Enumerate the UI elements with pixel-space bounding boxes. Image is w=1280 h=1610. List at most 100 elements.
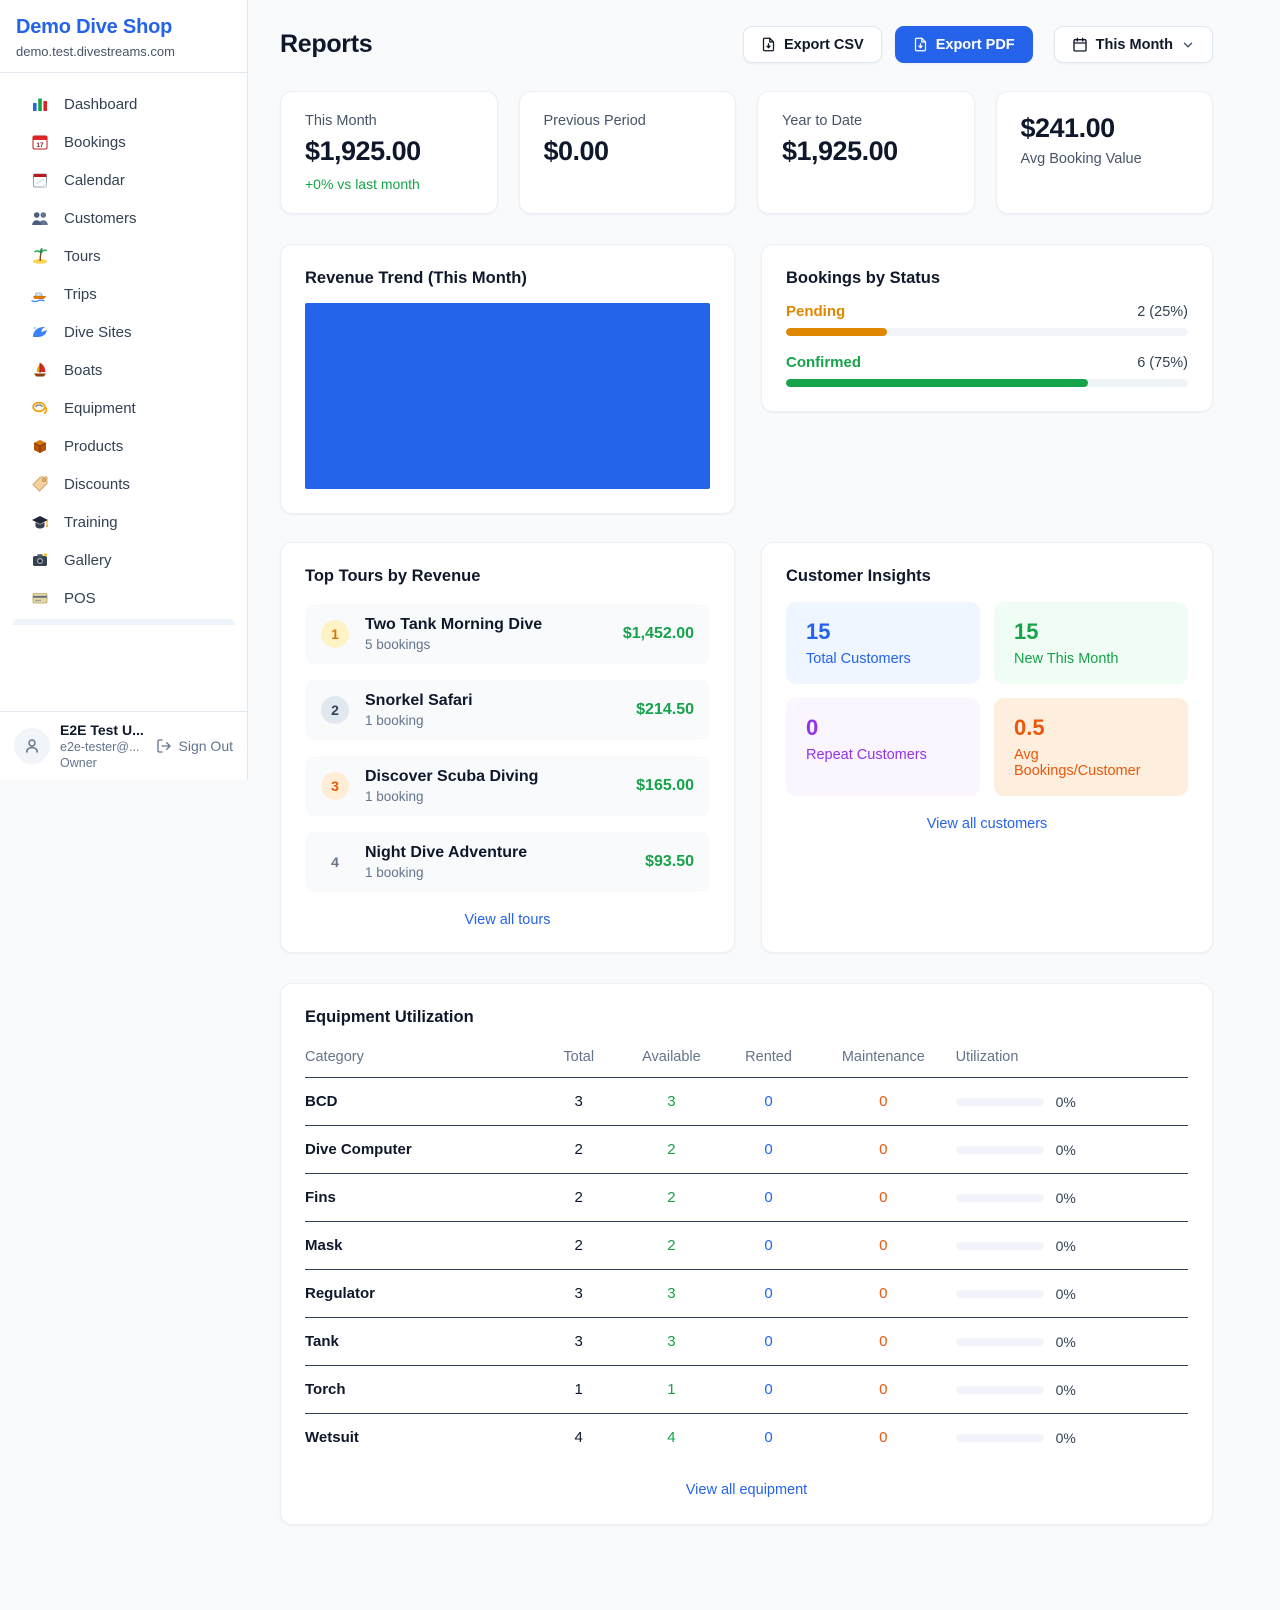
revenue-trend-chart	[305, 303, 710, 489]
sidebar-item-products[interactable]: Products	[8, 427, 239, 465]
sidebar-item-boats[interactable]: Boats	[8, 351, 239, 389]
sidebar-item-trips[interactable]: Trips	[8, 275, 239, 313]
insight-tiles: 15 Total Customers 15 New This Month 0 Repeat…	[786, 602, 1188, 796]
table-row: Tank 3 3 0 0 0%	[305, 1317, 1188, 1366]
bookings-calendar-icon: 17	[30, 133, 50, 151]
lists-row: Top Tours by Revenue 1 Two Tank Morning D…	[280, 542, 1213, 953]
rank-badge: 3	[321, 772, 349, 800]
column-header-category: Category	[305, 1041, 535, 1078]
sign-out-button[interactable]: Sign Out	[156, 738, 233, 754]
cell-utilization: 0%	[949, 1077, 1188, 1126]
user-name: E2E Test U...	[60, 722, 144, 738]
rank-badge: 2	[321, 696, 349, 724]
cell-total: 1	[534, 1365, 623, 1414]
utilization-percent: 0%	[1055, 1190, 1076, 1207]
user-info: E2E Test U... e2e-tester@... Owner	[60, 722, 146, 770]
table-row: Torch 1 1 0 0 0%	[305, 1365, 1188, 1414]
export-csv-button[interactable]: Export CSV	[742, 26, 882, 63]
equipment-utilization-title: Equipment Utilization	[305, 1008, 474, 1026]
file-download-icon	[761, 37, 776, 52]
table-row: BCD 3 3 0 0 0%	[305, 1077, 1188, 1126]
sidebar-item-label: Training	[64, 513, 118, 531]
cell-category: BCD	[305, 1077, 535, 1126]
cell-category: Dive Computer	[305, 1125, 535, 1174]
table-row: Regulator 3 3 0 0 0%	[305, 1269, 1188, 1318]
sidebar-item-label: Tours	[64, 247, 101, 265]
utilization-track	[955, 1290, 1044, 1299]
rank-badge: 1	[321, 620, 349, 648]
utilization-track	[955, 1386, 1044, 1395]
column-header-maintenance: Maintenance	[817, 1041, 950, 1078]
cell-category: Regulator	[305, 1269, 535, 1318]
insight-tile: 15 New This Month	[994, 602, 1188, 684]
tour-name: Night Dive Adventure	[365, 844, 528, 861]
tour-amount: $93.50	[645, 853, 694, 870]
sidebar-item-bookings[interactable]: 17 Bookings	[8, 123, 239, 161]
island-icon	[30, 247, 50, 265]
sidebar-item-label: Products	[64, 437, 124, 455]
export-pdf-button[interactable]: Export PDF	[894, 26, 1033, 63]
sidebar-item-training[interactable]: Training	[8, 503, 239, 541]
sidebar-item-calendar[interactable]: Calendar	[8, 161, 239, 199]
tour-amount: $214.50	[636, 701, 694, 718]
table-header-row: Category Total Available Rented Maintena…	[305, 1041, 1188, 1078]
cell-utilization: 0%	[949, 1125, 1188, 1174]
sidebar-item-tours[interactable]: Tours	[8, 237, 239, 275]
sidebar-nav: Dashboard 17 Bookings Calendar Customers Tour…	[0, 73, 247, 617]
insight-value: 15	[1014, 619, 1039, 644]
utilization-track	[955, 1194, 1044, 1203]
status-count: 6 (75%)	[1137, 355, 1188, 371]
cell-utilization: 0%	[949, 1269, 1188, 1318]
cell-maintenance: 0	[817, 1173, 950, 1222]
user-role: Owner	[60, 756, 97, 770]
stat-cards: This Month $1,925.00 +0% vs last month Prev…	[280, 91, 1213, 214]
equipment-table: Category Total Available Rented Maintena…	[305, 1041, 1188, 1462]
sidebar-item-dive-sites[interactable]: Dive Sites	[8, 313, 239, 351]
user-email: e2e-tester@...	[60, 740, 140, 754]
sidebar-item-label: Trips	[64, 285, 97, 303]
sidebar-item-gallery[interactable]: Gallery	[8, 541, 239, 579]
utilization-percent: 0%	[1055, 1286, 1076, 1303]
top-tours-title: Top Tours by Revenue	[305, 567, 481, 585]
cell-rented: 0	[764, 1429, 773, 1447]
view-all-tours-link[interactable]: View all tours	[464, 912, 551, 928]
main-content: Reports Export CSV Export PDF This Month…	[248, 0, 1280, 1565]
cell-rented: 0	[720, 1365, 818, 1414]
sidebar-item-label: Dashboard	[64, 95, 138, 113]
tour-bookings: 1 booking	[365, 865, 424, 880]
revenue-trend-card: Revenue Trend (This Month)	[280, 244, 735, 514]
charts-row: Revenue Trend (This Month) Bookings by S…	[280, 244, 1213, 514]
sidebar-item-customers[interactable]: Customers	[8, 199, 239, 237]
tour-row: 3 Discover Scuba Diving 1 booking $165.00	[305, 756, 710, 816]
rank-badge: 4	[331, 854, 339, 870]
view-all-equipment-link[interactable]: View all equipment	[685, 1481, 808, 1498]
status-rows: Pending 2 (25%) Confirmed 6 (75%)	[786, 303, 1188, 387]
status-progress-fill	[786, 328, 887, 336]
brand-name: Demo Dive Shop	[16, 16, 173, 38]
sailboat-icon	[30, 361, 50, 379]
insight-value: 15	[806, 619, 831, 644]
utilization-track	[955, 1146, 1044, 1155]
cell-available: 1	[622, 1365, 720, 1414]
sidebar-item-label: Bookings	[64, 133, 126, 151]
credit-card-icon	[30, 589, 50, 607]
stat-card: $241.00 Avg Booking Value	[995, 91, 1213, 214]
sidebar-divider	[0, 72, 247, 73]
sidebar-item-label: POS	[64, 589, 96, 607]
sidebar-item-equipment[interactable]: Equipment	[8, 389, 239, 427]
utilization-track	[955, 1338, 1044, 1347]
table-row: Fins 2 2 0 0 0%	[305, 1173, 1188, 1222]
utilization-percent: 0%	[1055, 1334, 1076, 1351]
insight-value: 0	[806, 715, 819, 740]
stat-label: Year to Date	[782, 113, 863, 129]
package-icon	[30, 437, 50, 455]
stat-value: $241.00	[1020, 113, 1116, 143]
brand-domain: demo.test.divestreams.com	[16, 44, 175, 59]
column-header-available: Available	[622, 1041, 720, 1078]
stat-card: Previous Period $0.00	[518, 91, 736, 214]
period-selector-button[interactable]: This Month	[1053, 26, 1213, 63]
sidebar-item-discounts[interactable]: Discounts	[8, 465, 239, 503]
sidebar-item-pos[interactable]: POS	[8, 579, 239, 617]
view-all-customers-link[interactable]: View all customers	[926, 816, 1048, 832]
sidebar-item-dashboard[interactable]: Dashboard	[8, 85, 239, 123]
